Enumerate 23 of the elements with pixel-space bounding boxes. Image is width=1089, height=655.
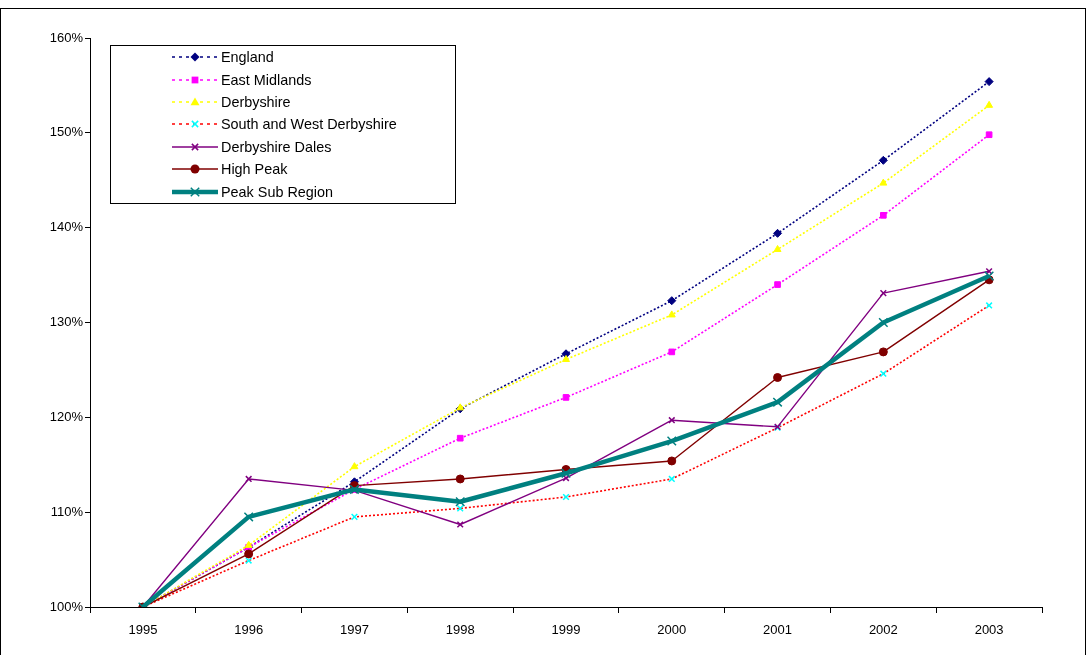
x-tick-label: 1996: [234, 622, 264, 638]
x-tick-label: 2000: [657, 622, 687, 638]
y-tick-label: 160%: [49, 29, 84, 45]
x-tick-label: 1999: [551, 622, 581, 638]
legend-label: Derbyshire: [221, 93, 291, 110]
legend-label: Peak Sub Region: [221, 183, 334, 200]
y-tick-label: 110%: [50, 503, 84, 519]
x-tick-label: 1998: [445, 622, 475, 638]
y-tick-label: 130%: [49, 314, 84, 330]
legend-label: East Midlands: [221, 71, 312, 88]
x-tick-label: 2001: [763, 622, 793, 638]
x-tick-label: 2002: [868, 622, 898, 638]
x-tick-label: 2003: [974, 622, 1004, 638]
legend-label: England: [221, 49, 274, 66]
y-tick-label: 150%: [49, 124, 84, 140]
x-tick-label: 1995: [128, 622, 158, 638]
x-tick-label: 1997: [339, 622, 369, 638]
legend-label: Derbyshire Dales: [221, 138, 332, 155]
legend-label: High Peak: [221, 161, 288, 178]
legend-label: South and West Derbyshire: [221, 116, 397, 133]
y-tick-label: 120%: [49, 408, 84, 424]
y-tick-label: 140%: [49, 219, 84, 235]
y-tick-label: 100%: [49, 598, 84, 614]
